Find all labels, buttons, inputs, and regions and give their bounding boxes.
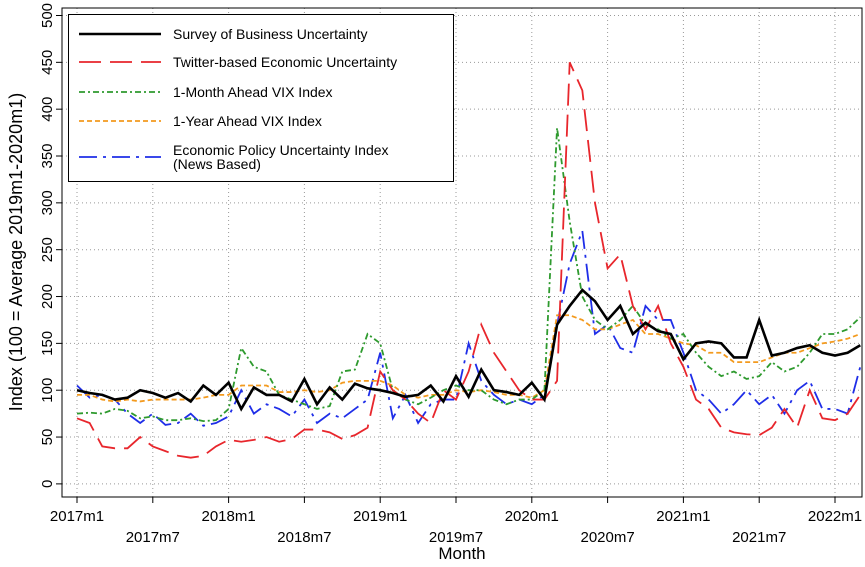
- y-tick-label: 150: [39, 331, 56, 356]
- legend-label: 1-Month Ahead VIX Index: [173, 84, 333, 100]
- y-tick-label: 200: [39, 284, 56, 309]
- legend-label: Twitter-based Economic Uncertainty: [173, 54, 398, 70]
- plot-frame: [61, 7, 863, 498]
- x-tick-label: 2020m7: [580, 529, 634, 546]
- x-tick-label: 2017m1: [50, 508, 104, 525]
- y-tick-label: 250: [39, 237, 56, 262]
- legend-swatch: [79, 61, 161, 63]
- x-tick-label: 2019m7: [429, 529, 483, 546]
- y-axis-label: Index (100 = Average 2019m1-2020m1): [6, 93, 26, 411]
- legend-entry: Survey of Business Uncertainty: [79, 27, 368, 41]
- series-line: [76, 61, 862, 459]
- x-tick-label: 2019m1: [353, 508, 407, 525]
- y-tick-label: 400: [39, 97, 56, 122]
- x-tick-label: 2021m1: [656, 508, 710, 525]
- x-tick-label: 2017m7: [126, 529, 180, 546]
- x-axis-label: Month: [438, 544, 485, 563]
- series-line: [76, 230, 862, 427]
- y-tick-label: 350: [39, 143, 56, 168]
- legend: Survey of Business Uncertainty Twitter-ba…: [68, 14, 454, 182]
- y-tick-label: 500: [39, 3, 56, 28]
- x-tick-label: 2018m1: [201, 508, 255, 525]
- y-tick-label: 450: [39, 50, 56, 75]
- series-line: [77, 314, 861, 403]
- y-tick-label: 50: [39, 429, 56, 446]
- legend-entry: 1-Year Ahead VIX Index: [79, 114, 322, 128]
- legend-entry: 1-Month Ahead VIX Index: [79, 85, 333, 99]
- y-tick-label: 0: [39, 480, 56, 488]
- legend-label: Survey of Business Uncertainty: [173, 26, 368, 42]
- x-tick-label: 2021m7: [732, 529, 786, 546]
- legend-swatch: [79, 32, 161, 36]
- legend-swatch: [79, 120, 161, 122]
- y-tick-label: 300: [39, 190, 56, 215]
- series-line: [76, 288, 861, 412]
- x-tick-label: 2018m7: [277, 529, 331, 546]
- legend-swatch: [79, 91, 161, 93]
- legend-swatch: [79, 156, 161, 158]
- x-tick-label: 2020m1: [505, 508, 559, 525]
- legend-entry: Twitter-based Economic Uncertainty: [79, 55, 397, 69]
- legend-entry: Economic Policy Uncertainty Index (News …: [79, 143, 389, 171]
- x-tick-label: 2022m1: [808, 508, 862, 525]
- legend-label: 1-Year Ahead VIX Index: [173, 113, 322, 129]
- series-line: [76, 127, 861, 423]
- y-tick-label: 100: [39, 378, 56, 403]
- legend-label: Economic Policy Uncertainty Index (News …: [173, 142, 389, 172]
